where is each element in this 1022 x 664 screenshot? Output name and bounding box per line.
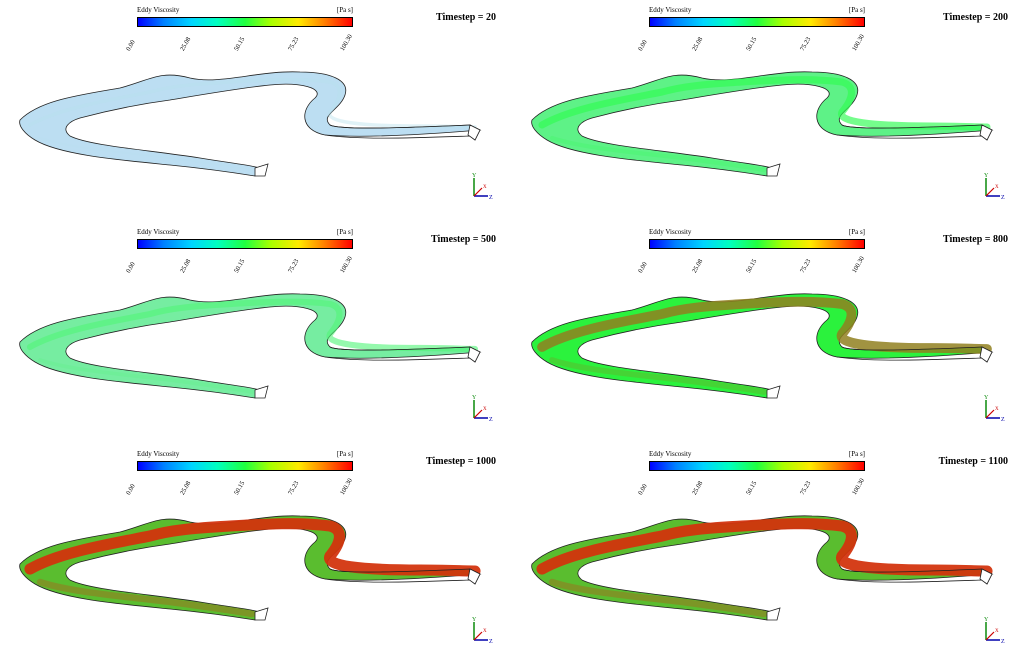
axis-triad-icon: Y Z X	[984, 617, 1005, 645]
channel-core	[537, 296, 992, 354]
svg-text:Z: Z	[489, 195, 493, 201]
outlet-box	[254, 568, 481, 621]
channel-core	[28, 77, 477, 129]
svg-text:Y: Y	[984, 395, 989, 401]
color-legend: Eddy Viscosity [Pa s] 0.00 25.08 50.15 7…	[125, 6, 354, 58]
channel-geometry	[19, 293, 482, 399]
channel-core	[24, 518, 481, 577]
colorbar	[137, 17, 353, 27]
legend-unit: [Pa s]	[336, 450, 353, 458]
contour-panel: Eddy Viscosity [Pa s] 0.00 25.08 50.15 7…	[0, 222, 500, 438]
legend-unit: [Pa s]	[848, 6, 865, 14]
outlet-box	[766, 568, 993, 621]
outlet-box	[254, 124, 481, 177]
channel-geometry	[19, 515, 482, 621]
outlet-box	[766, 346, 993, 399]
svg-text:X: X	[995, 629, 999, 634]
color-legend: Eddy Viscosity [Pa s] 0.00 25.08 50.15 7…	[637, 6, 866, 58]
channel-core	[536, 518, 993, 577]
color-legend: Eddy Viscosity [Pa s] 0.00 25.08 50.15 7…	[125, 450, 354, 502]
legend-unit: [Pa s]	[336, 6, 353, 14]
svg-text:Z: Z	[1001, 639, 1005, 645]
channel-geometry	[531, 293, 994, 399]
svg-text:X: X	[483, 185, 487, 190]
legend-unit: [Pa s]	[848, 450, 865, 458]
color-legend: Eddy Viscosity [Pa s] 0.00 25.08 50.15 7…	[637, 450, 866, 502]
legend-title: Eddy Viscosity	[649, 450, 692, 458]
legend-title: Eddy Viscosity	[137, 6, 180, 14]
svg-text:Y: Y	[984, 617, 989, 623]
legend-title: Eddy Viscosity	[649, 228, 692, 236]
contour-panel: Eddy Viscosity [Pa s] 0.00 25.08 50.15 7…	[0, 0, 500, 216]
axis-triad-icon: Y Z X	[472, 173, 493, 201]
channel-geometry	[19, 71, 482, 177]
svg-text:X: X	[995, 407, 999, 412]
channel-core-lower	[549, 135, 767, 173]
axis-triad-icon: Y Z X	[984, 173, 1005, 201]
svg-text:Y: Y	[472, 617, 477, 623]
legend-title: Eddy Viscosity	[137, 450, 180, 458]
svg-text:Z: Z	[1001, 417, 1005, 423]
svg-text:Y: Y	[472, 395, 477, 401]
colorbar	[137, 239, 353, 249]
svg-text:Z: Z	[489, 639, 493, 645]
colorbar	[137, 461, 353, 471]
channel-surface	[19, 71, 482, 177]
legend-unit: [Pa s]	[336, 228, 353, 236]
contour-panel: Eddy Viscosity [Pa s] 0.00 25.08 50.15 7…	[512, 444, 1012, 660]
channel-geometry	[531, 71, 994, 177]
axis-triad-icon: Y Z X	[984, 395, 1005, 423]
svg-text:Y: Y	[984, 173, 989, 179]
svg-text:Z: Z	[1001, 195, 1005, 201]
svg-text:X: X	[995, 185, 999, 190]
timestep-label: Timestep = 200	[943, 12, 1008, 23]
contour-panel: Eddy Viscosity [Pa s] 0.00 25.08 50.15 7…	[512, 0, 1012, 216]
channel-core-lower	[38, 358, 254, 394]
svg-text:X: X	[483, 407, 487, 412]
svg-text:Z: Z	[489, 417, 493, 423]
colorbar	[649, 461, 865, 471]
legend-title: Eddy Viscosity	[137, 228, 180, 236]
timestep-label: Timestep = 500	[431, 234, 496, 245]
outlet-box	[254, 346, 481, 399]
timestep-label: Timestep = 20	[436, 12, 496, 23]
timestep-label: Timestep = 1000	[426, 456, 496, 467]
legend-title: Eddy Viscosity	[649, 6, 692, 14]
channel-geometry	[531, 515, 994, 621]
timestep-label: Timestep = 1100	[938, 456, 1008, 467]
channel-core-lower	[36, 578, 256, 618]
color-legend: Eddy Viscosity [Pa s] 0.00 25.08 50.15 7…	[125, 228, 354, 280]
contour-panel: Eddy Viscosity [Pa s] 0.00 25.08 50.15 7…	[512, 222, 1012, 438]
svg-text:Y: Y	[472, 173, 477, 179]
timestep-label: Timestep = 800	[943, 234, 1008, 245]
axis-triad-icon: Y Z X	[472, 395, 493, 423]
channel-core-lower	[549, 357, 767, 395]
svg-text:X: X	[483, 629, 487, 634]
channel-core	[538, 76, 991, 131]
axis-triad-icon: Y Z X	[472, 617, 493, 645]
colorbar	[649, 17, 865, 27]
legend-unit: [Pa s]	[848, 228, 865, 236]
contour-panel: Eddy Viscosity [Pa s] 0.00 25.08 50.15 7…	[0, 444, 500, 660]
colorbar	[649, 239, 865, 249]
channel-core-lower	[548, 578, 768, 618]
outlet-box	[766, 124, 993, 177]
channel-core	[26, 298, 479, 353]
channel-core-lower	[38, 136, 254, 172]
color-legend: Eddy Viscosity [Pa s] 0.00 25.08 50.15 7…	[637, 228, 866, 280]
